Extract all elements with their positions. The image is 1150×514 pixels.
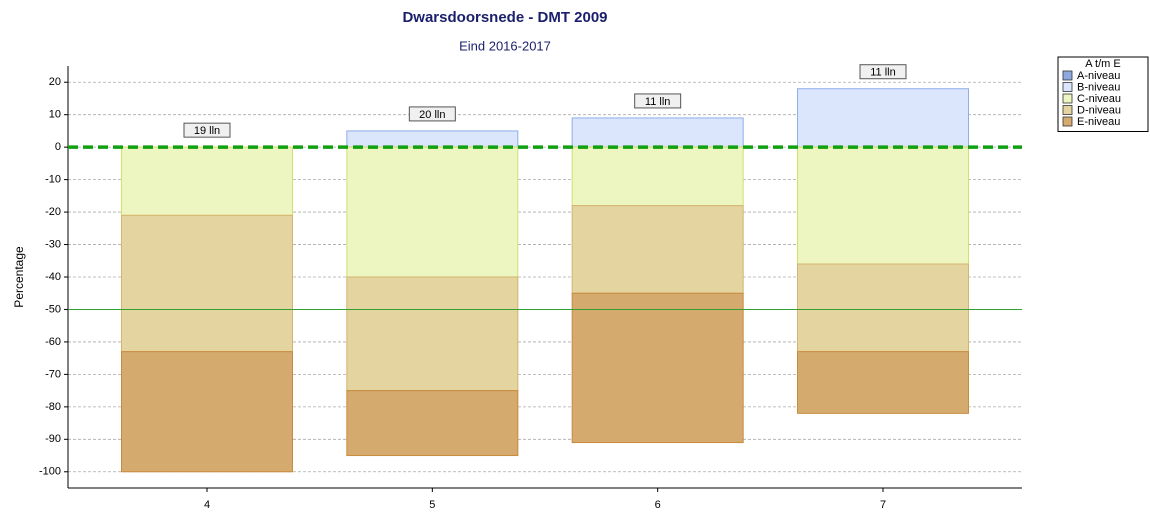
- bar-label-box: [183, 122, 231, 138]
- legend-swatch: [1062, 82, 1073, 92]
- y-tick-label: -20: [45, 206, 61, 218]
- bar-label: 19 lln: [194, 125, 220, 137]
- y-tick-label: 0: [55, 141, 61, 153]
- legend-label: C-niveau: [1077, 93, 1121, 105]
- bar-segment: [571, 146, 744, 207]
- y-axis-label: Percentage: [12, 246, 26, 308]
- x-tick-label: 6: [655, 499, 661, 511]
- y-tick-label: -50: [45, 303, 61, 315]
- legend-label: A-niveau: [1077, 70, 1120, 82]
- bar-segment: [571, 292, 744, 444]
- bar-segment: [346, 276, 519, 392]
- bar-segment: [571, 205, 744, 294]
- y-tick-label: -10: [45, 174, 61, 186]
- legend-box: [1057, 56, 1149, 132]
- legend-label: B-niveau: [1077, 81, 1120, 93]
- y-tick-label: 20: [49, 76, 61, 88]
- bar-segment: [571, 117, 744, 148]
- bar-segment: [797, 146, 969, 265]
- bar-segment: [797, 351, 969, 414]
- y-tick-label: -60: [45, 336, 61, 348]
- bar-segment: [346, 130, 519, 148]
- x-tick-label: 5: [429, 499, 435, 511]
- bar-segment: [797, 88, 969, 148]
- legend-swatch: [1062, 105, 1073, 115]
- legend-swatch: [1062, 116, 1073, 127]
- y-tick-label: -30: [45, 238, 61, 250]
- bar-segment: [346, 146, 519, 278]
- y-tick-label: -100: [39, 466, 61, 478]
- x-tick-label: 7: [880, 499, 886, 511]
- legend-title: A t/m E: [1085, 58, 1120, 70]
- legend-swatch: [1062, 93, 1073, 104]
- bar-label-box: [859, 64, 907, 80]
- bar-label: 11 lln: [870, 67, 895, 79]
- y-tick-label: -70: [45, 368, 61, 380]
- bar-segment: [121, 146, 293, 216]
- bar-segment: [121, 351, 293, 473]
- y-tick-label: -80: [45, 401, 61, 413]
- legend-swatch: [1062, 70, 1073, 81]
- bar-segment: [797, 263, 969, 353]
- bar-segment: [121, 214, 293, 353]
- bar-segment: [346, 390, 519, 457]
- bar-label: 11 lln: [645, 96, 670, 108]
- y-tick-label: 10: [49, 109, 61, 121]
- legend-label: E-niveau: [1077, 116, 1120, 128]
- x-tick-label: 4: [204, 499, 210, 511]
- bar-label: 20 lln: [419, 109, 445, 121]
- chart-subtitle: Eind 2016-2017: [459, 38, 551, 53]
- bar-label-box: [634, 93, 682, 109]
- chart-title: Dwarsdoorsnede - DMT 2009: [402, 9, 607, 26]
- bar-label-box: [408, 106, 456, 122]
- y-tick-label: -90: [45, 433, 61, 445]
- y-tick-label: -40: [45, 271, 61, 283]
- legend-label: D-niveau: [1077, 104, 1121, 116]
